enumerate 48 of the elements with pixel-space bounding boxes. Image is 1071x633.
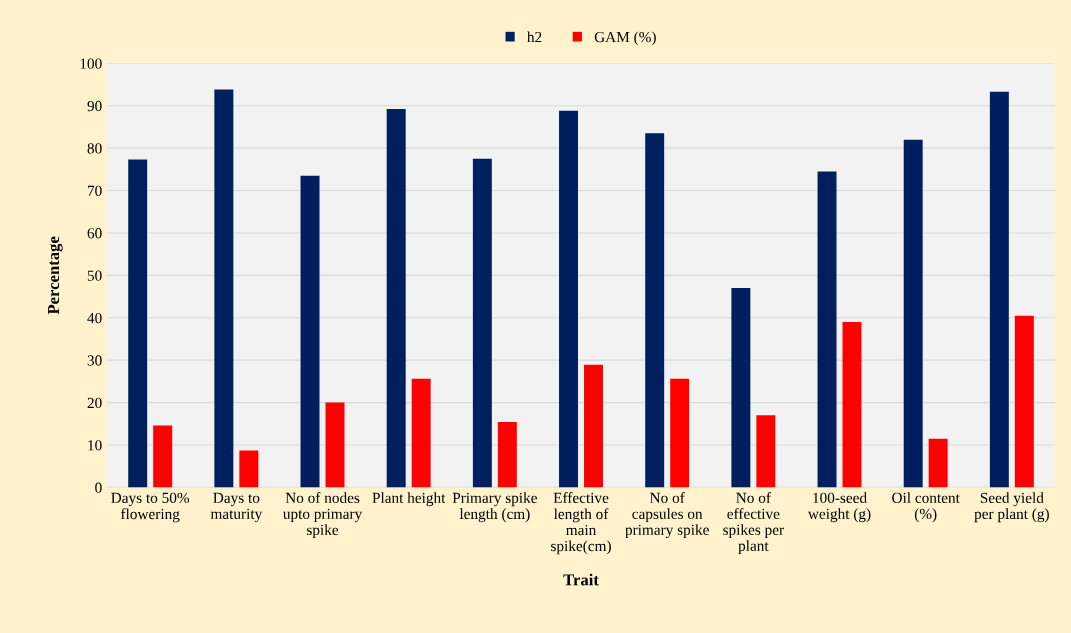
bar <box>584 364 603 488</box>
bar <box>903 139 923 488</box>
bar <box>842 322 862 488</box>
x-tick-label: No of capsules on primary spike <box>625 492 709 539</box>
bar <box>670 378 690 488</box>
bar <box>153 425 173 488</box>
bar <box>1014 315 1034 488</box>
y-tick-label: 70 <box>87 185 102 196</box>
y-tick-label: 40 <box>87 312 102 324</box>
x-axis-title: Trait <box>563 573 599 586</box>
x-tick-label: Primary spike length (cm) <box>452 492 537 523</box>
x-tick-label: Seed yield per plant (g) <box>974 492 1049 523</box>
y-tick-label: 60 <box>87 228 102 239</box>
legend-label: h2 <box>527 31 542 43</box>
bar <box>497 422 517 488</box>
x-tick-label: No of effective spikes per plant <box>723 492 784 555</box>
bar <box>928 438 948 488</box>
legend-label: GAM (%) <box>594 31 656 46</box>
y-tick-label: 20 <box>87 397 102 409</box>
y-tick-label: 0 <box>95 482 102 493</box>
bar <box>731 288 751 488</box>
y-tick-label: 80 <box>87 143 102 154</box>
x-tick-label: Days to 50% flowering <box>111 492 190 523</box>
y-axis-title: Percentage <box>48 236 63 315</box>
y-tick-label: 30 <box>87 355 102 366</box>
x-tick-label: Plant height <box>372 492 446 507</box>
bar <box>559 110 578 488</box>
bar <box>817 171 837 488</box>
bar <box>989 91 1009 488</box>
x-tick-label: Effective length of main spike(cm) <box>551 492 611 555</box>
bar <box>411 378 431 488</box>
bar <box>472 158 492 488</box>
bar <box>325 402 345 488</box>
x-tick-label: Days to maturity <box>210 492 263 523</box>
y-tick-label: 50 <box>87 270 102 281</box>
bar <box>300 175 320 488</box>
y-tick-label: 100 <box>80 58 102 69</box>
bar <box>645 133 665 488</box>
x-tick-label: Oil content (%) <box>892 492 960 523</box>
y-tick-label: 90 <box>87 100 102 112</box>
bar <box>214 89 234 488</box>
x-tick-label: 100-seed weight (g) <box>807 492 871 523</box>
bar <box>128 159 148 488</box>
bar <box>756 415 776 488</box>
bar <box>386 109 406 488</box>
x-tick-label: No of nodes upto primary spike <box>283 492 363 539</box>
bar <box>239 450 259 488</box>
y-tick-label: 10 <box>88 440 102 451</box>
